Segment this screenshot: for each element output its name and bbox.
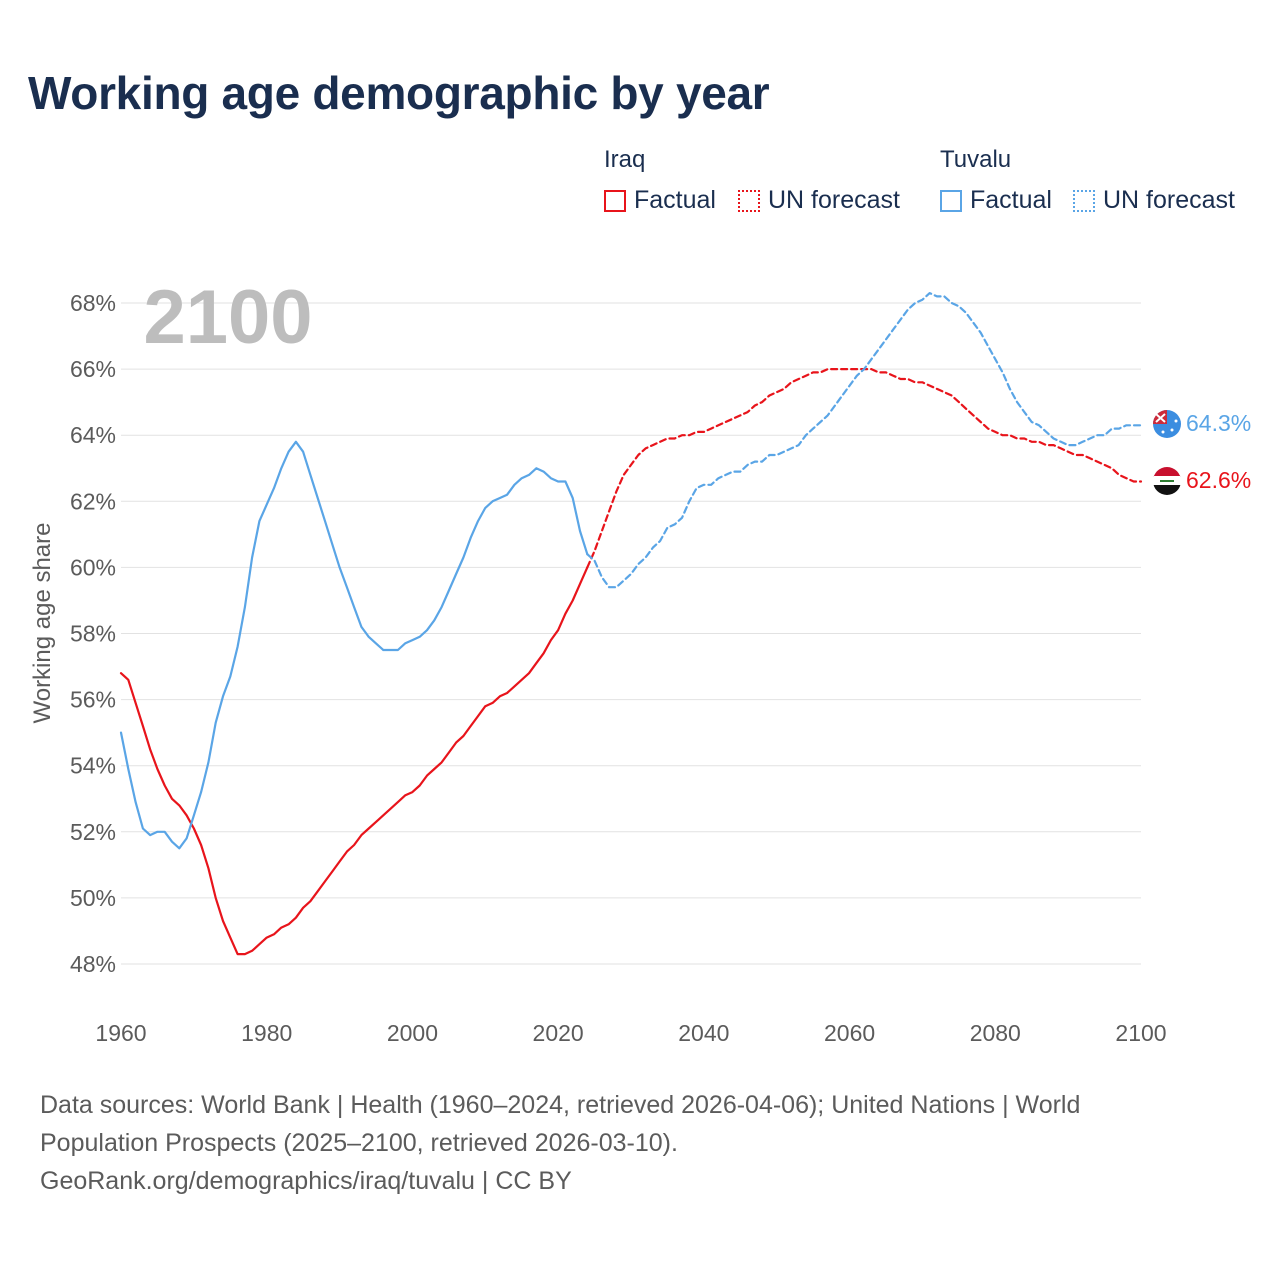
y-tick-label: 60% [70,554,116,580]
legend-tuvalu-forecast-label: UN forecast [1103,186,1235,214]
x-tick-labels: 1960 1980 2000 2020 2040 2060 2080 2100 [95,1020,1166,1046]
y-tick-label: 62% [70,488,116,514]
y-tick-label: 58% [70,621,116,647]
y-tick-label: 64% [70,422,116,448]
x-tick-label: 2060 [824,1020,875,1046]
tuvalu-flag-marker [1153,410,1181,438]
y-tick-label: 54% [70,753,116,779]
iraq-flag-marker [1153,467,1181,495]
footer-line-2: Population Prospects (2025–2100, retriev… [40,1129,678,1157]
x-tick-label: 1980 [241,1020,292,1046]
chart-title: Working age demographic by year [28,67,770,119]
legend-tuvalu-factual[interactable]: Factual [940,186,1052,215]
x-tick-label: 2020 [533,1020,584,1046]
y-axis-label: Working age share [29,523,56,724]
iraq-factual-line [119,566,589,956]
legend-iraq-forecast[interactable]: UN forecast [738,186,900,215]
tuvalu-factual-line [119,440,589,850]
x-tick-label: 2000 [387,1020,438,1046]
y-tick-label: 48% [70,951,116,977]
legend-iraq-factual-label: Factual [634,186,716,214]
legend-iraq-forecast-swatch [738,189,760,212]
legend-tuvalu-forecast-swatch [1073,189,1095,212]
legend-tuvalu-factual-label: Factual [970,186,1052,214]
iraq-un-forecast-line [586,368,1143,569]
x-tick-label: 1960 [95,1020,146,1046]
data-sources-footer: Data sources: World Bank | Health (1960–… [40,1086,1220,1200]
legend-group-iraq: Iraq [604,146,646,173]
x-tick-label: 2100 [1115,1020,1166,1046]
x-tick-label: 2080 [970,1020,1021,1046]
grid-lines [121,302,1141,965]
iraq-end-label: 62.6% [1186,467,1251,493]
legend-tuvalu-factual-swatch [940,189,962,212]
year-watermark: 2100 [143,275,312,360]
footer-line-3[interactable]: GeoRank.org/demographics/iraq/tuvalu | C… [40,1167,572,1195]
legend-tuvalu-forecast[interactable]: UN forecast [1073,186,1235,215]
y-tick-label: 50% [70,885,116,911]
y-tick-label: 56% [70,687,116,713]
legend-iraq-factual[interactable]: Factual [604,186,716,215]
tuvalu-un-forecast-line [586,292,1143,589]
legend-iraq-factual-swatch [604,189,626,212]
y-tick-label: 52% [70,819,116,845]
x-tick-label: 2040 [678,1020,729,1046]
footer-line-1: Data sources: World Bank | Health (1960–… [40,1091,1081,1119]
y-tick-label: 66% [70,356,116,382]
legend-iraq-forecast-label: UN forecast [768,186,900,214]
y-tick-labels: 48% 50% 52% 54% 56% 58% 60% 62% 64% 66% 68% [70,290,116,977]
tuvalu-end-label: 64.3% [1186,410,1251,436]
series-lines [119,292,1143,956]
legend-group-tuvalu: Tuvalu [940,146,1012,173]
line-chart: 48%50%52%54%56%58%60%62%64%66%68% 1960 19… [29,275,1251,1046]
y-tick-label: 68% [70,290,116,316]
